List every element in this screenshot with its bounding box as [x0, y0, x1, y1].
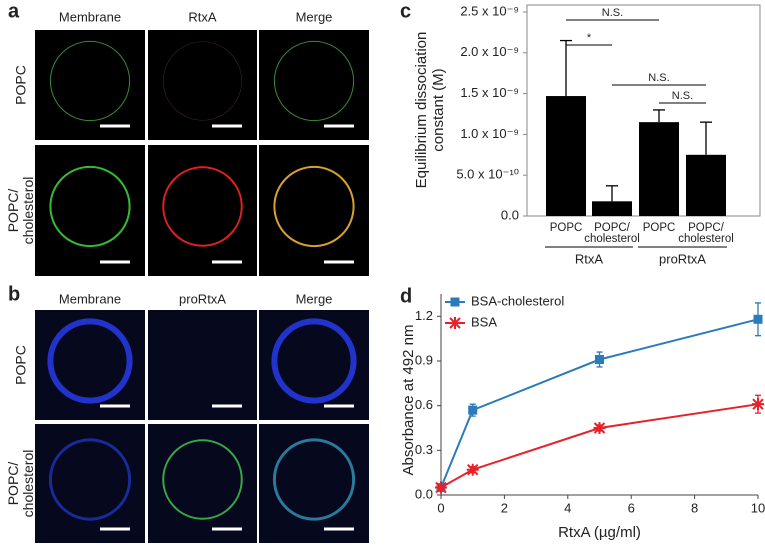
panel-label: c	[400, 0, 411, 22]
y-tick-label: 5.0 x 10⁻¹⁰	[456, 167, 519, 182]
column-header: RtxA	[188, 9, 217, 24]
data-point	[752, 398, 764, 411]
vesicle	[49, 165, 131, 248]
data-point	[595, 355, 604, 365]
column-header: Merge	[296, 9, 333, 24]
column-header: proRtxA	[179, 291, 226, 306]
column-header: Membrane	[59, 291, 121, 306]
row-label: POPC	[13, 345, 29, 385]
y-tick-label: 1.2	[415, 308, 433, 323]
micrograph	[148, 310, 257, 420]
x-axis-label: RtxA (µg/ml)	[558, 524, 641, 541]
vesicle	[273, 40, 355, 122]
group-label: RtxA	[575, 251, 604, 266]
y-tick-label: 2.0 x 10⁻⁹	[460, 44, 519, 59]
x-tick-label: cholesterol	[584, 233, 640, 245]
row-label: cholesterol	[20, 177, 36, 245]
data-point	[435, 481, 447, 494]
y-tick-label: 0.9	[415, 352, 433, 367]
vesicle	[162, 166, 243, 247]
group-label: proRtxA	[659, 251, 706, 266]
significance-label: N.S.	[672, 90, 693, 102]
x-tick-label: 4	[564, 500, 571, 515]
panel-label: a	[8, 0, 20, 22]
y-tick-label: 1.5 x 10⁻⁹	[460, 85, 519, 100]
vesicle	[162, 41, 243, 121]
x-tick-label: POPC/	[594, 222, 631, 234]
bar	[546, 96, 586, 216]
micrograph	[35, 424, 145, 543]
row-label: POPC/	[5, 189, 21, 233]
vesicle	[162, 439, 243, 520]
column-header: Membrane	[59, 9, 121, 24]
x-tick-label: 0	[437, 500, 444, 515]
vesicle	[47, 318, 133, 404]
y-tick-label: 0.6	[415, 397, 433, 412]
row-label: POPC	[13, 65, 29, 105]
legend-label: BSA-cholesterol	[471, 293, 564, 308]
legend-label: BSA	[471, 314, 497, 329]
x-tick-label: 2	[501, 500, 508, 515]
vesicle	[273, 165, 355, 248]
x-tick-label: POPC	[550, 222, 583, 234]
panel-label: b	[8, 283, 20, 305]
x-tick-label: POPC/	[688, 222, 725, 234]
series-line	[440, 318, 759, 488]
legend-marker	[449, 317, 461, 329]
data-point	[468, 405, 478, 415]
data-point	[753, 314, 763, 324]
y-axis-label: constant (M)	[430, 68, 447, 151]
x-tick-label: 6	[628, 500, 635, 515]
x-tick-label: 8	[691, 500, 698, 515]
micrograph	[259, 30, 369, 140]
vesicle	[272, 438, 356, 521]
x-tick-label: cholesterol	[678, 233, 734, 245]
data-point	[593, 422, 606, 434]
column-header: Merge	[296, 291, 333, 306]
bar	[686, 154, 726, 216]
micrograph	[148, 30, 257, 140]
series-line	[440, 403, 759, 489]
data-point	[466, 463, 479, 476]
y-tick-label: 0.3	[415, 442, 433, 457]
vesicle	[48, 438, 132, 521]
bar	[592, 201, 632, 216]
micrograph	[35, 30, 145, 140]
x-tick-label: 10	[751, 500, 765, 515]
panel-label: d	[400, 285, 412, 307]
row-label: cholesterol	[20, 450, 36, 518]
y-tick-label: 1.0 x 10⁻⁹	[460, 126, 519, 141]
row-label: POPC/	[5, 462, 21, 506]
bar	[639, 122, 679, 216]
significance-label: N.S.	[648, 72, 669, 84]
significance-label: *	[587, 32, 592, 44]
micrograph	[259, 424, 369, 543]
micrograph	[148, 424, 257, 543]
vesicle	[49, 40, 131, 122]
vesicle	[271, 318, 357, 404]
y-tick-label: 0.0	[415, 486, 433, 501]
y-tick-label: 0.0	[501, 207, 519, 222]
y-tick-label: 2.5 x 10⁻⁹	[460, 3, 519, 18]
x-tick-label: POPC	[643, 222, 676, 234]
y-axis-label: Equilibrium dissociation	[413, 32, 430, 189]
legend-marker	[450, 297, 460, 307]
y-axis-label: Absorbance at 492 nm	[400, 325, 417, 476]
significance-label: N.S.	[602, 7, 623, 19]
